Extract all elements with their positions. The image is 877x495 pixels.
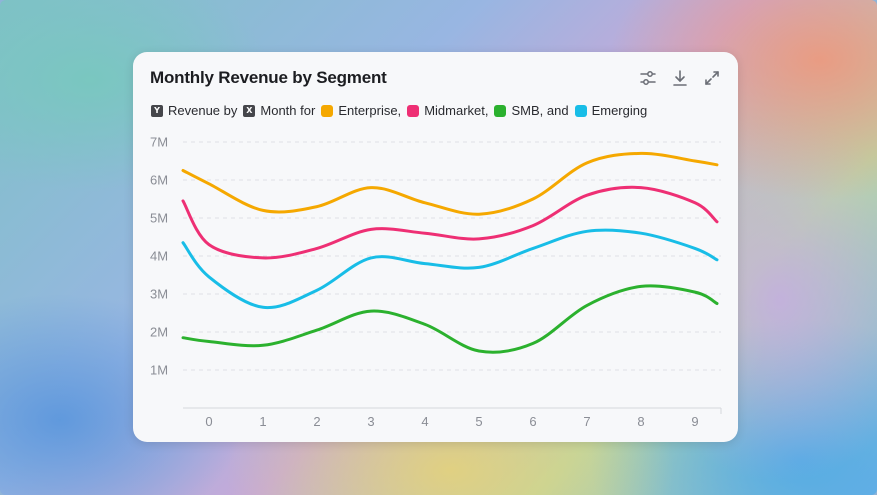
legend-swatch-midmarket [407,104,420,117]
y-axis-key-icon: Y [151,104,163,117]
x-tick-label: 3 [367,414,374,429]
legend-midmarket[interactable]: Midmarket, [407,103,488,118]
series-line-smb [181,284,719,354]
y-tick-label: 3M [150,287,168,302]
x-tick-label: 5 [475,414,482,429]
legend-label-midmarket: Midmarket, [424,103,489,118]
x-tick-label: 9 [691,414,698,429]
x-tick-label: 6 [529,414,536,429]
legend-swatch-enterprise [321,104,334,117]
download-icon[interactable] [670,68,690,88]
chart-card: Monthly Revenue by Segment Y Revenue by [133,52,738,442]
chart-legend: Y Revenue by X Month for Enterprise, Mid… [151,103,653,118]
legend-x-key: X Month for [243,103,315,118]
x-tick-label: 4 [421,414,428,429]
legend-label-emerging: Emerging [591,103,648,118]
legend-x-text: Month for [260,103,316,118]
y-tick-label: 5M [150,211,168,226]
series-line-enterprise [181,151,719,216]
x-axis-key-icon: X [243,104,256,117]
y-tick-label: 6M [150,173,168,188]
legend-label-smb: SMB, and [511,103,569,118]
y-tick-label: 4M [150,249,168,264]
x-tick-label: 7 [583,414,590,429]
x-tick-label: 8 [637,414,644,429]
chart-toolbar [638,68,722,88]
legend-emerging[interactable]: Emerging [574,103,648,118]
y-tick-label: 1M [150,363,168,378]
legend-swatch-emerging [574,104,587,117]
line-chart: 1M 2M 3M 4M 5M 6M 7M 0 1 2 3 4 5 6 7 8 9 [150,135,722,429]
legend-smb[interactable]: SMB, and [494,103,569,118]
x-tick-label: 2 [313,414,320,429]
legend-swatch-smb [494,104,507,117]
chart-title: Monthly Revenue by Segment [150,68,387,87]
series-line-midmarket [181,185,719,260]
x-tick-label: 0 [205,414,212,429]
y-tick-label: 7M [150,135,168,150]
series-line-emerging [181,228,719,310]
legend-y-key: Y Revenue by [151,103,237,118]
expand-icon[interactable] [702,68,722,88]
legend-y-text: Revenue by [168,103,238,118]
x-tick-label: 1 [259,414,266,429]
legend-label-enterprise: Enterprise, [338,103,402,118]
legend-enterprise[interactable]: Enterprise, [321,103,401,118]
sliders-icon[interactable] [638,68,658,88]
y-tick-label: 2M [150,325,168,340]
